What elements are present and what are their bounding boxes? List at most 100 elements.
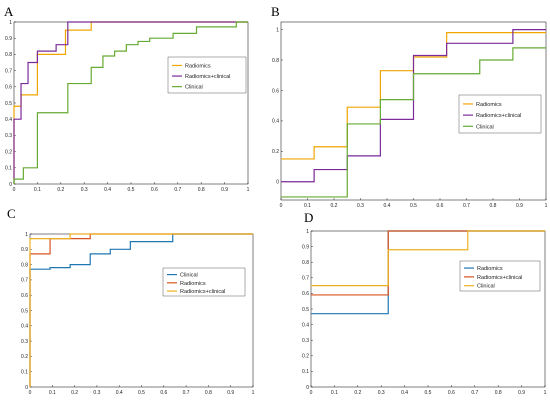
y-tick-label: 0.2 bbox=[302, 354, 309, 360]
y-tick-label: 0 bbox=[25, 385, 28, 391]
legend-label: Radiomics bbox=[180, 281, 206, 287]
x-tick-label: 0.1 bbox=[49, 390, 56, 396]
series-line-clinical bbox=[281, 47, 546, 198]
x-tick-label: 0.8 bbox=[490, 203, 497, 209]
x-tick-label: 0.4 bbox=[401, 390, 408, 396]
x-tick-label: 0.4 bbox=[104, 187, 111, 193]
plot-area bbox=[310, 230, 546, 388]
y-tick-label: 0.5 bbox=[5, 101, 12, 107]
y-tick-label: 0.4 bbox=[5, 117, 12, 123]
legend: Radiomics Radiomics+clinical Clinical bbox=[167, 56, 247, 94]
x-tick-label: 0.5 bbox=[425, 390, 432, 396]
y-tick-label: 0.8 bbox=[272, 58, 279, 64]
x-tick-label: 0.5 bbox=[128, 187, 135, 193]
x-tick-label: 0.3 bbox=[378, 390, 385, 396]
x-tick-label: 0.3 bbox=[93, 390, 100, 396]
x-tick-label: 0.2 bbox=[331, 203, 338, 209]
y-tick-label: 0.9 bbox=[21, 247, 28, 253]
panel-letter: B bbox=[271, 4, 280, 19]
series-line-clinical bbox=[29, 233, 253, 387]
y-tick-label: 0.6 bbox=[272, 88, 279, 94]
y-tick-label: 0 bbox=[306, 385, 309, 391]
series-line-radiomics-clinical bbox=[281, 29, 546, 183]
y-tick-label: 0.4 bbox=[272, 119, 279, 125]
legend: Clinical Radiomics Radiomics+clinical bbox=[162, 267, 246, 297]
plot-area bbox=[13, 21, 249, 185]
legend-label: Radiomics bbox=[185, 63, 211, 69]
legend-label: Clinical bbox=[477, 284, 495, 290]
y-tick-label: 1 bbox=[276, 27, 279, 33]
x-tick-label: 0.6 bbox=[448, 390, 455, 396]
y-tick-label: 0.7 bbox=[302, 276, 309, 282]
y-tick-label: 0.3 bbox=[302, 338, 309, 344]
x-tick-label: 0.2 bbox=[354, 390, 361, 396]
series-line-radiomics-clinical bbox=[13, 21, 248, 184]
legend-label: Radiomics+clinical bbox=[185, 74, 230, 80]
x-tick-label: 0.6 bbox=[437, 203, 444, 209]
legend-label: Radiomics bbox=[476, 102, 502, 108]
y-tick-label: 0.3 bbox=[5, 133, 12, 139]
x-tick-label: 0.8 bbox=[198, 187, 205, 193]
series-line-clinical bbox=[311, 230, 545, 287]
legend: Radiomics Radiomics+clinical Clinical bbox=[459, 260, 541, 292]
y-tick-label: 0.3 bbox=[21, 339, 28, 345]
x-tick-label: 0.3 bbox=[357, 203, 364, 209]
x-tick-label: 0.1 bbox=[304, 203, 311, 209]
x-tick-label: 0.2 bbox=[71, 390, 78, 396]
y-tick-label: 0.6 bbox=[21, 293, 28, 299]
series-line-radiomics bbox=[29, 233, 253, 387]
y-tick-label: 0 bbox=[9, 182, 12, 188]
y-tick-label: 0.7 bbox=[5, 68, 12, 74]
y-tick-label: 0.9 bbox=[302, 244, 309, 250]
y-tick-label: 1 bbox=[306, 229, 309, 235]
x-tick-label: 0.8 bbox=[495, 390, 502, 396]
y-tick-label: 0 bbox=[276, 180, 279, 186]
series-line-radiomics bbox=[281, 32, 546, 160]
y-tick-label: 1 bbox=[9, 20, 12, 26]
legend-label: Radiomics+clinical bbox=[180, 289, 225, 295]
x-tick-label: 0.2 bbox=[57, 187, 64, 193]
x-tick-label: 0.1 bbox=[34, 187, 41, 193]
x-tick-label: 0.5 bbox=[410, 203, 417, 209]
panel-letter: C bbox=[7, 206, 16, 221]
y-tick-label: 0.6 bbox=[302, 291, 309, 297]
y-tick-label: 0.4 bbox=[21, 324, 28, 330]
x-tick-label: 0.7 bbox=[183, 390, 190, 396]
chart-panel-a: A 0 0.1 0.2 0.3 0.4 0.5 0.6 0.7 0.8 0.9 1 0 0.1 0.2 0.3… bbox=[4, 4, 250, 193]
x-tick-label: 0.5 bbox=[138, 390, 145, 396]
x-tick-label: 0.7 bbox=[174, 187, 181, 193]
x-tick-label: 0 bbox=[310, 390, 313, 396]
y-tick-label: 1 bbox=[25, 232, 28, 238]
panel-letter: A bbox=[4, 4, 14, 19]
x-tick-label: 0.6 bbox=[151, 187, 158, 193]
x-tick-label: 0.1 bbox=[331, 390, 338, 396]
x-tick-label: 0 bbox=[29, 390, 32, 396]
x-tick-label: 0.4 bbox=[116, 390, 123, 396]
x-tick-label: 0.9 bbox=[518, 390, 525, 396]
series-line-clinical bbox=[13, 21, 248, 184]
legend-label: Radiomics+clinical bbox=[477, 275, 522, 281]
y-tick-label: 0.8 bbox=[302, 260, 309, 266]
x-tick-label: 0.8 bbox=[205, 390, 212, 396]
y-tick-label: 0.2 bbox=[5, 149, 12, 155]
legend-label: Radiomics+clinical bbox=[476, 113, 521, 119]
x-tick-label: 0.4 bbox=[384, 203, 391, 209]
y-tick-label: 0.2 bbox=[272, 149, 279, 155]
y-tick-label: 0.1 bbox=[21, 370, 28, 376]
y-tick-label: 0.9 bbox=[5, 36, 12, 42]
x-tick-label: 0 bbox=[280, 203, 283, 209]
legend-label: Clinical bbox=[180, 273, 198, 279]
y-tick-label: 0.1 bbox=[5, 166, 12, 172]
x-tick-label: 0.9 bbox=[221, 187, 228, 193]
y-tick-label: 0.8 bbox=[21, 262, 28, 268]
x-tick-label: 0 bbox=[13, 187, 16, 193]
series-line-radiomics-clinical bbox=[29, 233, 253, 387]
y-tick-label: 0.5 bbox=[302, 307, 309, 313]
y-tick-label: 0.6 bbox=[5, 85, 12, 91]
chart-panel-d: D 0 0.1 0.2 0.3 0.4 0.5 0.6 0.7 0.8 0.9 1 0 0.1 0.2 0.3… bbox=[302, 210, 547, 396]
legend-label: Clinical bbox=[185, 85, 203, 91]
y-tick-label: 0.8 bbox=[5, 52, 12, 58]
x-tick-label: 1 bbox=[252, 390, 255, 396]
y-tick-label: 0.7 bbox=[21, 278, 28, 284]
